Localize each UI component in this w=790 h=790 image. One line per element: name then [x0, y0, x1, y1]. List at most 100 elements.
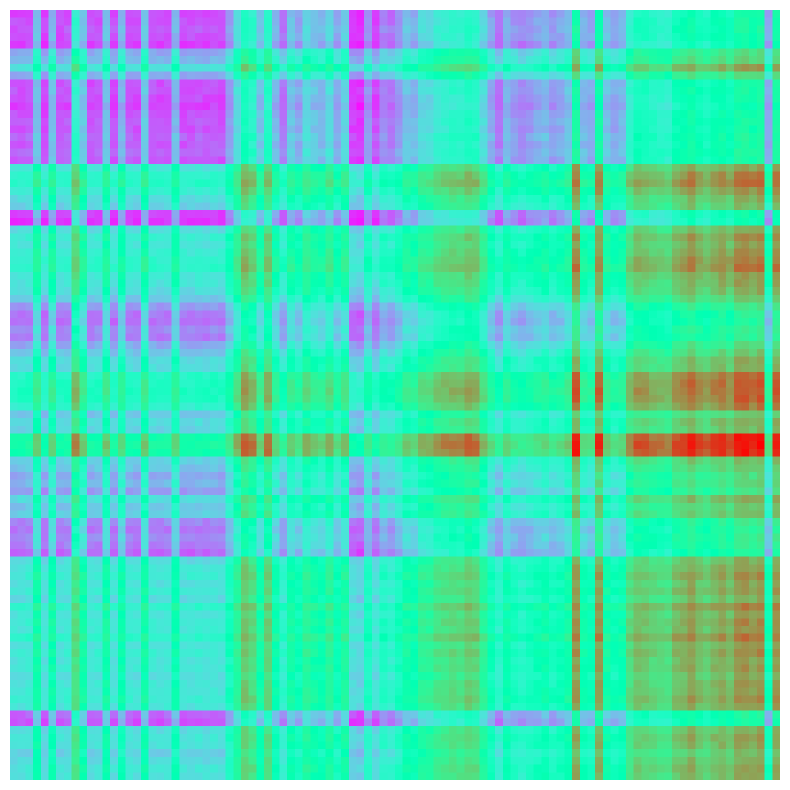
heatmap-cell: [664, 217, 673, 226]
heatmap-cell: [164, 71, 173, 80]
heatmap-cell: [341, 302, 350, 311]
heatmap-cell: [210, 79, 219, 88]
heatmap-cell: [341, 63, 350, 72]
heatmap-cell: [541, 287, 550, 296]
heatmap-cell: [448, 379, 457, 388]
heatmap-cell: [87, 225, 96, 234]
heatmap-cell: [649, 371, 658, 380]
heatmap-cell: [679, 233, 688, 242]
heatmap-cell: [318, 256, 327, 265]
heatmap-cell: [448, 310, 457, 319]
heatmap-cell: [364, 102, 373, 111]
heatmap-cell: [418, 40, 427, 49]
heatmap-cell: [572, 310, 581, 319]
heatmap-cell: [125, 94, 134, 103]
heatmap-cell: [371, 71, 380, 80]
heatmap-cell: [472, 333, 481, 342]
heatmap-cell: [602, 325, 611, 334]
heatmap-cell: [518, 210, 527, 219]
heatmap-cell: [572, 179, 581, 188]
heatmap-cell: [79, 379, 88, 388]
heatmap-cell: [441, 164, 450, 173]
heatmap-cell: [94, 202, 103, 211]
heatmap-cell: [325, 310, 334, 319]
heatmap-cell: [487, 40, 496, 49]
heatmap-cell: [664, 248, 673, 257]
heatmap-cell: [433, 102, 442, 111]
heatmap-cell: [525, 248, 534, 257]
heatmap-cell: [464, 48, 473, 57]
heatmap-cell: [248, 79, 257, 88]
heatmap-cell: [687, 94, 696, 103]
heatmap-cell: [48, 17, 57, 26]
heatmap-cell: [225, 248, 234, 257]
heatmap-cell: [464, 148, 473, 157]
heatmap-cell: [348, 379, 357, 388]
heatmap-cell: [10, 210, 19, 219]
heatmap-cell: [241, 248, 250, 257]
heatmap-cell: [318, 302, 327, 311]
heatmap-cell: [364, 56, 373, 65]
heatmap-cell: [133, 256, 142, 265]
heatmap-cell: [94, 71, 103, 80]
heatmap-cell: [710, 17, 719, 26]
heatmap-cell: [241, 210, 250, 219]
heatmap-cell: [248, 87, 257, 96]
heatmap-cell: [664, 148, 673, 157]
heatmap-cell: [764, 156, 773, 165]
heatmap-cell: [302, 318, 311, 327]
heatmap-cell: [233, 187, 242, 196]
heatmap-cell: [733, 94, 742, 103]
heatmap-cell: [772, 164, 780, 173]
heatmap-cell: [10, 248, 19, 257]
heatmap-cell: [140, 271, 149, 280]
heatmap-cell: [402, 202, 411, 211]
heatmap-cell: [595, 241, 604, 250]
heatmap-cell: [56, 333, 65, 342]
heatmap-cell: [194, 210, 203, 219]
heatmap-cell: [626, 264, 635, 273]
heatmap-cell: [695, 94, 704, 103]
heatmap-cell: [533, 294, 542, 303]
heatmap-cell: [341, 379, 350, 388]
heatmap-cell: [341, 40, 350, 49]
heatmap-cell: [695, 156, 704, 165]
heatmap-cell: [294, 371, 303, 380]
heatmap-cell: [241, 379, 250, 388]
heatmap-cell: [556, 94, 565, 103]
heatmap-cell: [402, 40, 411, 49]
heatmap-cell: [464, 318, 473, 327]
heatmap-cell: [333, 348, 342, 357]
heatmap-cell: [626, 71, 635, 80]
heatmap-cell: [279, 287, 288, 296]
heatmap-cell: [718, 248, 727, 257]
heatmap-cell: [302, 287, 311, 296]
heatmap-cell: [587, 217, 596, 226]
heatmap-cell: [433, 187, 442, 196]
heatmap-cell: [110, 379, 119, 388]
heatmap-cell: [464, 241, 473, 250]
heatmap-cell: [87, 10, 96, 19]
heatmap-cell: [256, 194, 265, 203]
heatmap-cell: [756, 302, 765, 311]
heatmap-cell: [318, 17, 327, 26]
heatmap-cell: [125, 117, 134, 126]
heatmap-cell: [441, 264, 450, 273]
heatmap-cell: [718, 364, 727, 373]
heatmap-cell: [179, 148, 188, 157]
heatmap-cell: [48, 194, 57, 203]
heatmap-cell: [187, 217, 196, 226]
heatmap-cell: [687, 318, 696, 327]
heatmap-cell: [225, 140, 234, 149]
heatmap-cell: [541, 110, 550, 119]
heatmap-cell: [587, 318, 596, 327]
heatmap-cell: [194, 248, 203, 257]
heatmap-cell: [164, 40, 173, 49]
heatmap-cell: [610, 241, 619, 250]
heatmap-cell: [672, 241, 681, 250]
heatmap-cell: [525, 364, 534, 373]
heatmap-cell: [425, 148, 434, 157]
heatmap-cell: [487, 63, 496, 72]
heatmap-cell: [17, 256, 26, 265]
heatmap-cell: [310, 179, 319, 188]
